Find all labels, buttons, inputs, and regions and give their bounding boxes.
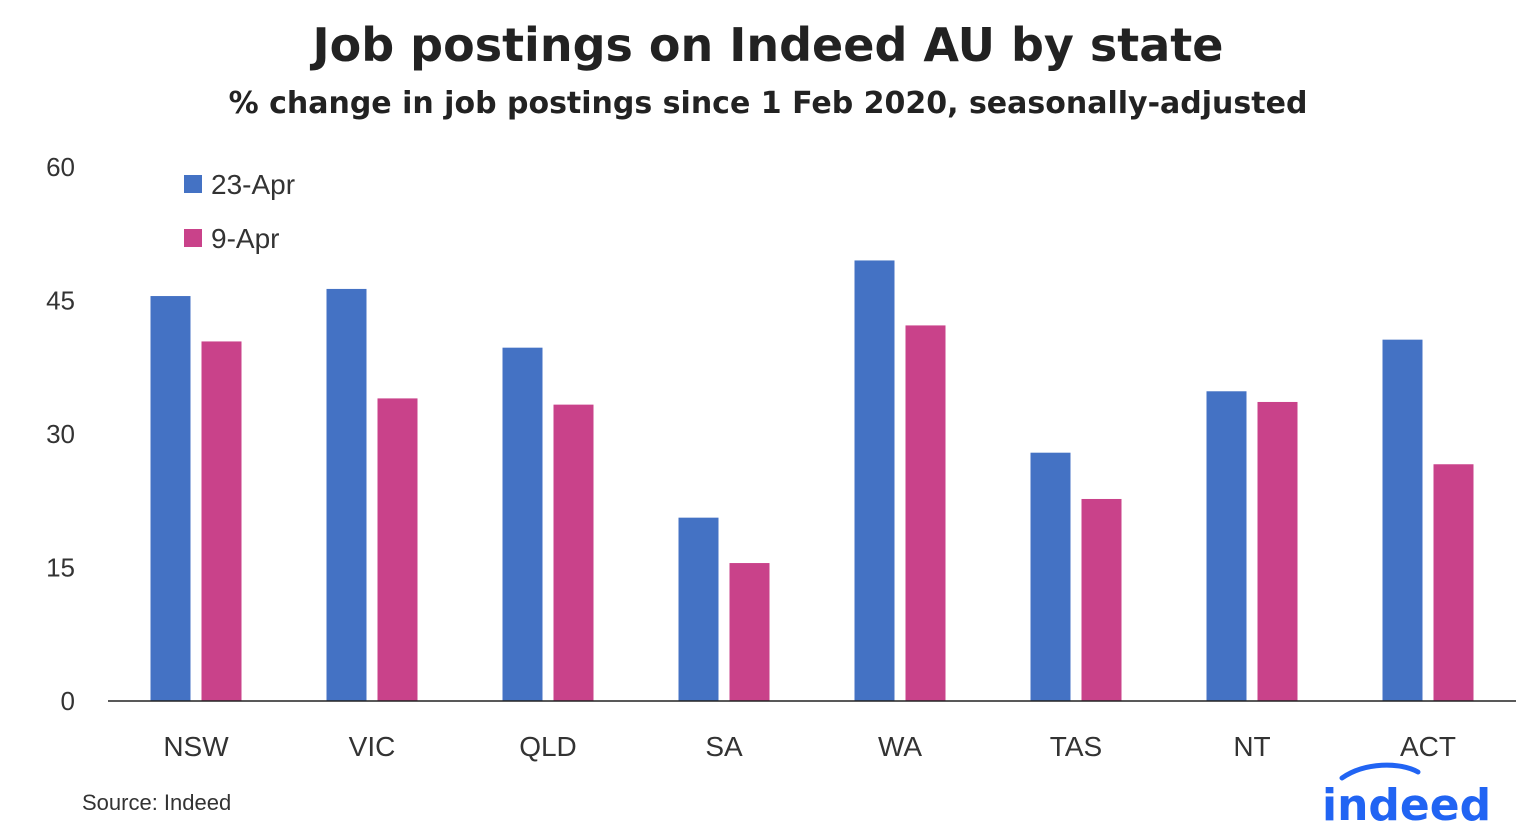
chart-title: Job postings on Indeed AU by state [312, 18, 1224, 72]
legend-label: 9-Apr [211, 223, 279, 254]
bar [1433, 464, 1474, 701]
legend-swatch [184, 229, 202, 247]
logo-wordmark: indeed [1322, 780, 1491, 830]
bar [150, 296, 191, 701]
y-tick-label: 60 [46, 152, 75, 182]
y-tick-label: 15 [46, 553, 75, 583]
x-tick-label: QLD [519, 731, 577, 762]
bar [1382, 339, 1423, 701]
indeed-logo: indeed [1322, 762, 1491, 830]
bar [905, 325, 946, 701]
bar [377, 398, 418, 701]
x-tick-label: NSW [163, 731, 229, 762]
bar [326, 288, 367, 701]
x-tick-label: SA [705, 731, 743, 762]
x-tick-label: ACT [1400, 731, 1456, 762]
bar [1257, 401, 1298, 701]
bar [502, 347, 543, 701]
bar [1081, 498, 1122, 701]
bar [854, 260, 895, 701]
bar [678, 517, 719, 701]
bar [1030, 452, 1071, 701]
bar [553, 404, 594, 701]
legend-swatch [184, 175, 202, 193]
y-tick-label: 0 [61, 686, 75, 716]
bar [1206, 391, 1247, 701]
bar [729, 563, 770, 701]
x-tick-label: TAS [1050, 731, 1102, 762]
x-tick-label: WA [878, 731, 922, 762]
source-note: Source: Indeed [82, 790, 232, 815]
y-tick-label: 30 [46, 419, 75, 449]
bar [201, 341, 242, 701]
y-tick-label: 45 [46, 286, 75, 316]
x-tick-label: NT [1233, 731, 1270, 762]
legend-label: 23-Apr [211, 169, 295, 200]
chart-subtitle: % change in job postings since 1 Feb 202… [228, 86, 1308, 121]
x-tick-label: VIC [349, 731, 396, 762]
